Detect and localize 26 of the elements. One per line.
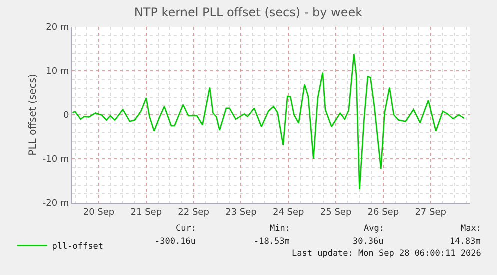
y-tick-label: 0 [63, 111, 70, 122]
text: Min: [270, 224, 290, 234]
y-axis-title: PLL offset (secs) [28, 74, 39, 156]
text: Max: [461, 224, 482, 234]
x-tick-label: 27 Sep [415, 208, 447, 218]
text: -18.53m [254, 237, 290, 247]
chart-title: NTP kernel PLL offset (secs) - by week [134, 6, 363, 20]
y-tick-label: -10 m [42, 155, 70, 166]
legend-label: pll-offset [52, 242, 104, 252]
y-tick-label: 10 m [46, 67, 70, 78]
text: Last update: Mon Sep 28 06:00:11 2026 [292, 249, 482, 259]
x-tick-label: 26 Sep [368, 208, 400, 218]
y-tick-label: -20 m [42, 199, 70, 210]
text: Avg: [364, 224, 384, 234]
x-tick-label: 20 Sep [83, 208, 115, 218]
x-tick-label: 21 Sep [130, 208, 162, 218]
x-tick-label: 24 Sep [272, 208, 305, 218]
y-tick-label: 20 m [46, 23, 70, 34]
text: 14.83m [450, 237, 481, 247]
text: 30.36u [353, 237, 384, 247]
line-series [72, 54, 466, 190]
x-tick-label: 23 Sep [226, 208, 258, 218]
x-tick-label: 22 Sep [178, 208, 210, 218]
text: -300.16u [155, 237, 196, 247]
x-tick-label: 25 Sep [320, 208, 352, 218]
text: Cur: [176, 224, 196, 234]
